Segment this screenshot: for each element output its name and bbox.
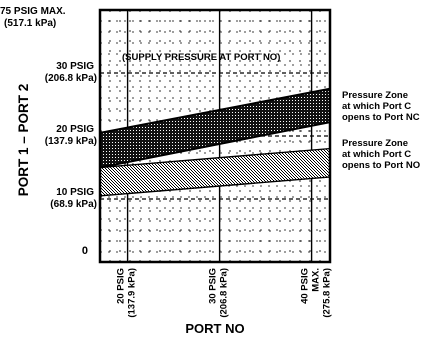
zone-label-line: at which Port C [342,149,411,160]
y-tick-label: 75 PSIG MAX. [0,6,66,17]
x-tick-label: (137.9 kPa) [127,268,138,318]
y-tick-10: 10 PSIG(68.9 kPa) [50,187,97,210]
y-tick-sub: (206.8 kPa) [45,73,97,84]
y-tick-label: 30 PSIG [56,61,94,72]
y-tick-sub: (517.1 kPa) [4,18,56,29]
x-axis-label: PORT NO [185,321,244,336]
y-tick-sub: (68.9 kPa) [50,199,97,210]
zone-label-line: opens to Port NO [342,160,420,171]
y-tick-0: 0 [82,245,88,257]
zone-label-line: at which Port C [342,101,411,112]
x-tick-40: 40 PSIG MAX. (275.8 kPa) [300,268,333,318]
pressure-zones [99,87,331,197]
x-axis-ticks: 20 PSIG (137.9 kPa) 30 PSIG (206.8 kPa) 40 P… [116,268,333,318]
y-tick-sub: (137.9 kPa) [45,136,97,147]
y-tick-label: 10 PSIG [56,187,94,198]
zone-label-line: Pressure Zone [342,90,408,101]
zone-label-line: Pressure Zone [342,138,408,149]
x-tick-label: (206.8 kPa) [219,268,230,318]
x-tick-label: (275.8 kPa) [322,268,333,318]
y-tick-30: 30 PSIG(206.8 kPa) [45,61,97,84]
x-tick-label: 30 PSIG [208,268,219,304]
supply-pressure-annotation: (SUPPLY PRESSURE AT PORT NO) [122,52,280,63]
y-axis-label: PORT 1 – PORT 2 [16,84,31,197]
zone-label-line: opens to Port NC [342,112,420,123]
x-tick-30: 30 PSIG (206.8 kPa) [208,268,230,318]
y-axis-ticks: 0 10 PSIG(68.9 kPa) 20 PSIG(137.9 kPa) 30 P… [0,6,97,257]
y-tick-label: 20 PSIG [56,124,94,135]
x-tick-label: MAX. [311,268,322,292]
plot-frame [98,8,332,264]
y-tick-75: 75 PSIG MAX.(517.1 kPa) [0,6,66,29]
grid-lines [100,10,330,262]
x-tick-label: 20 PSIG [116,268,127,304]
y-tick-20: 20 PSIG(137.9 kPa) [45,124,97,147]
y-tick-label: 0 [82,245,88,257]
x-tick-20: 20 PSIG (137.9 kPa) [116,268,138,318]
x-tick-label: 40 PSIG [300,268,311,304]
